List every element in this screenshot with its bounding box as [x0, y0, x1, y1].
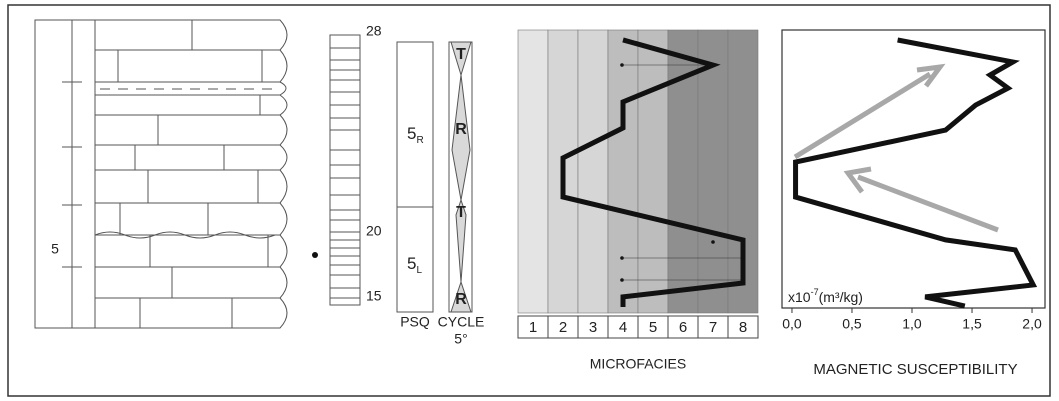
x-tick-label: 2,0 [1022, 316, 1042, 332]
x-axis-title: MICROFACIES [590, 356, 686, 372]
bed [95, 202, 288, 236]
data-line [560, 37, 746, 308]
marl-bed [95, 81, 287, 96]
sample-dot [312, 252, 318, 258]
facies-band [637, 29, 669, 314]
cycle-order: 5° [454, 331, 467, 347]
unit-part: (m³/kg) [819, 289, 863, 305]
bed [95, 49, 288, 83]
cycle-shape [450, 41, 472, 313]
x-tick-label: 4 [619, 319, 627, 336]
x-tick-label: 2 [559, 319, 567, 336]
wavy-contact [94, 231, 276, 239]
level-label: 15 [366, 288, 382, 304]
x-tick-label: 5 [649, 319, 657, 336]
data-line [793, 37, 1038, 309]
unit-part: -7 [811, 287, 819, 297]
facies-band [577, 29, 609, 314]
x-tick-label: 8 [739, 319, 747, 336]
plot-frame [781, 29, 1046, 309]
log-outline [34, 19, 96, 329]
x-tick-label: 0,0 [782, 316, 802, 332]
bed-label: 5 [51, 241, 59, 257]
frame [7, 4, 1051, 397]
susceptibility-chart: 0,0 0,5 1,0 1,5 2,0 x10-7(m³/kg) MAGNETIC SUSC… [781, 29, 1046, 378]
x-tick-label: 1,5 [962, 316, 982, 332]
psq-box [396, 41, 434, 313]
bed [95, 94, 288, 116]
cycle-phase: R [455, 121, 467, 138]
facies-band [517, 29, 549, 314]
cycle-phase: T [456, 204, 466, 221]
facies-band [607, 29, 639, 314]
x-tick-label: 6 [679, 319, 687, 336]
scale-column [329, 34, 361, 306]
category-cell [727, 315, 759, 339]
unit-label: x10-7(m³/kg) [788, 287, 863, 304]
psq-label: PSQ [400, 314, 430, 330]
x-axis-title: MAGNETIC SUSCEPTIBILITY [813, 361, 1017, 378]
sample-dot [711, 240, 715, 244]
cycle-phase: R [455, 291, 467, 308]
cycle-phase: T [456, 46, 466, 63]
cycle-label: CYCLE [438, 314, 485, 330]
bed [95, 144, 288, 171]
x-tick-label: 0,5 [842, 316, 862, 332]
level-label: 20 [366, 223, 382, 239]
lithology-log [34, 19, 288, 329]
microfacies-chart: 1 2 3 4 5 6 7 8 MICROFACIES [517, 29, 759, 372]
psq-unit: 5L [407, 254, 422, 275]
facies-band [697, 29, 729, 314]
bed [95, 19, 288, 51]
bed [95, 266, 288, 299]
x-tick-label: 3 [589, 319, 597, 336]
x-tick-label: 7 [709, 319, 717, 336]
scale-box [329, 34, 361, 306]
trend-arrow [793, 63, 946, 160]
bed [95, 297, 288, 329]
psq-unit: 5R [407, 124, 424, 145]
bed [95, 114, 288, 146]
level-label: 28 [366, 23, 382, 39]
x-tick-label: 1 [529, 319, 537, 336]
unit-part: x10 [788, 289, 811, 305]
x-tick-label: 1,0 [902, 316, 922, 332]
bed [95, 234, 288, 268]
trend-arrow [843, 166, 999, 233]
